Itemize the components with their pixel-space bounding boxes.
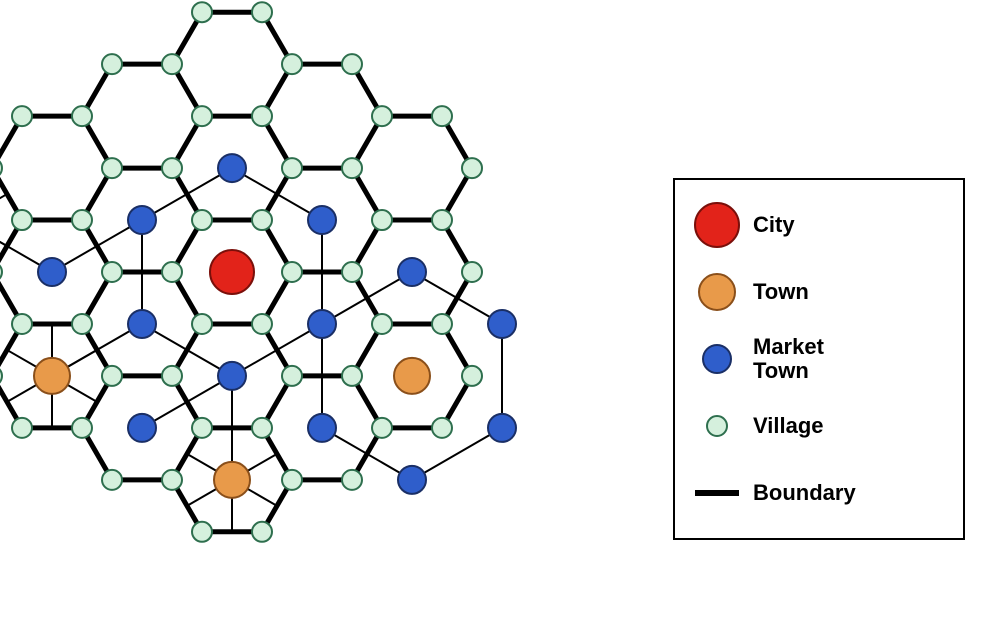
legend-row-city: City (681, 195, 957, 255)
legend-label: Village (753, 414, 824, 438)
legend-label: City (753, 213, 795, 237)
cities (210, 250, 254, 294)
legend-row-market-town: Market Town (681, 329, 957, 389)
market-town-swatch (681, 329, 753, 389)
boundary-swatch (681, 463, 753, 523)
legend: City Town Market Town Village Boundary (673, 178, 965, 540)
legend-label: Town (753, 280, 809, 304)
legend-row-town: Town (681, 262, 957, 322)
legend-row-village: Village (681, 396, 957, 456)
town-swatch (681, 262, 753, 322)
village-swatch (681, 396, 753, 456)
legend-label: Market Town (753, 335, 824, 383)
legend-row-boundary: Boundary (681, 463, 957, 523)
legend-label: Boundary (753, 481, 856, 505)
city-swatch (681, 195, 753, 255)
